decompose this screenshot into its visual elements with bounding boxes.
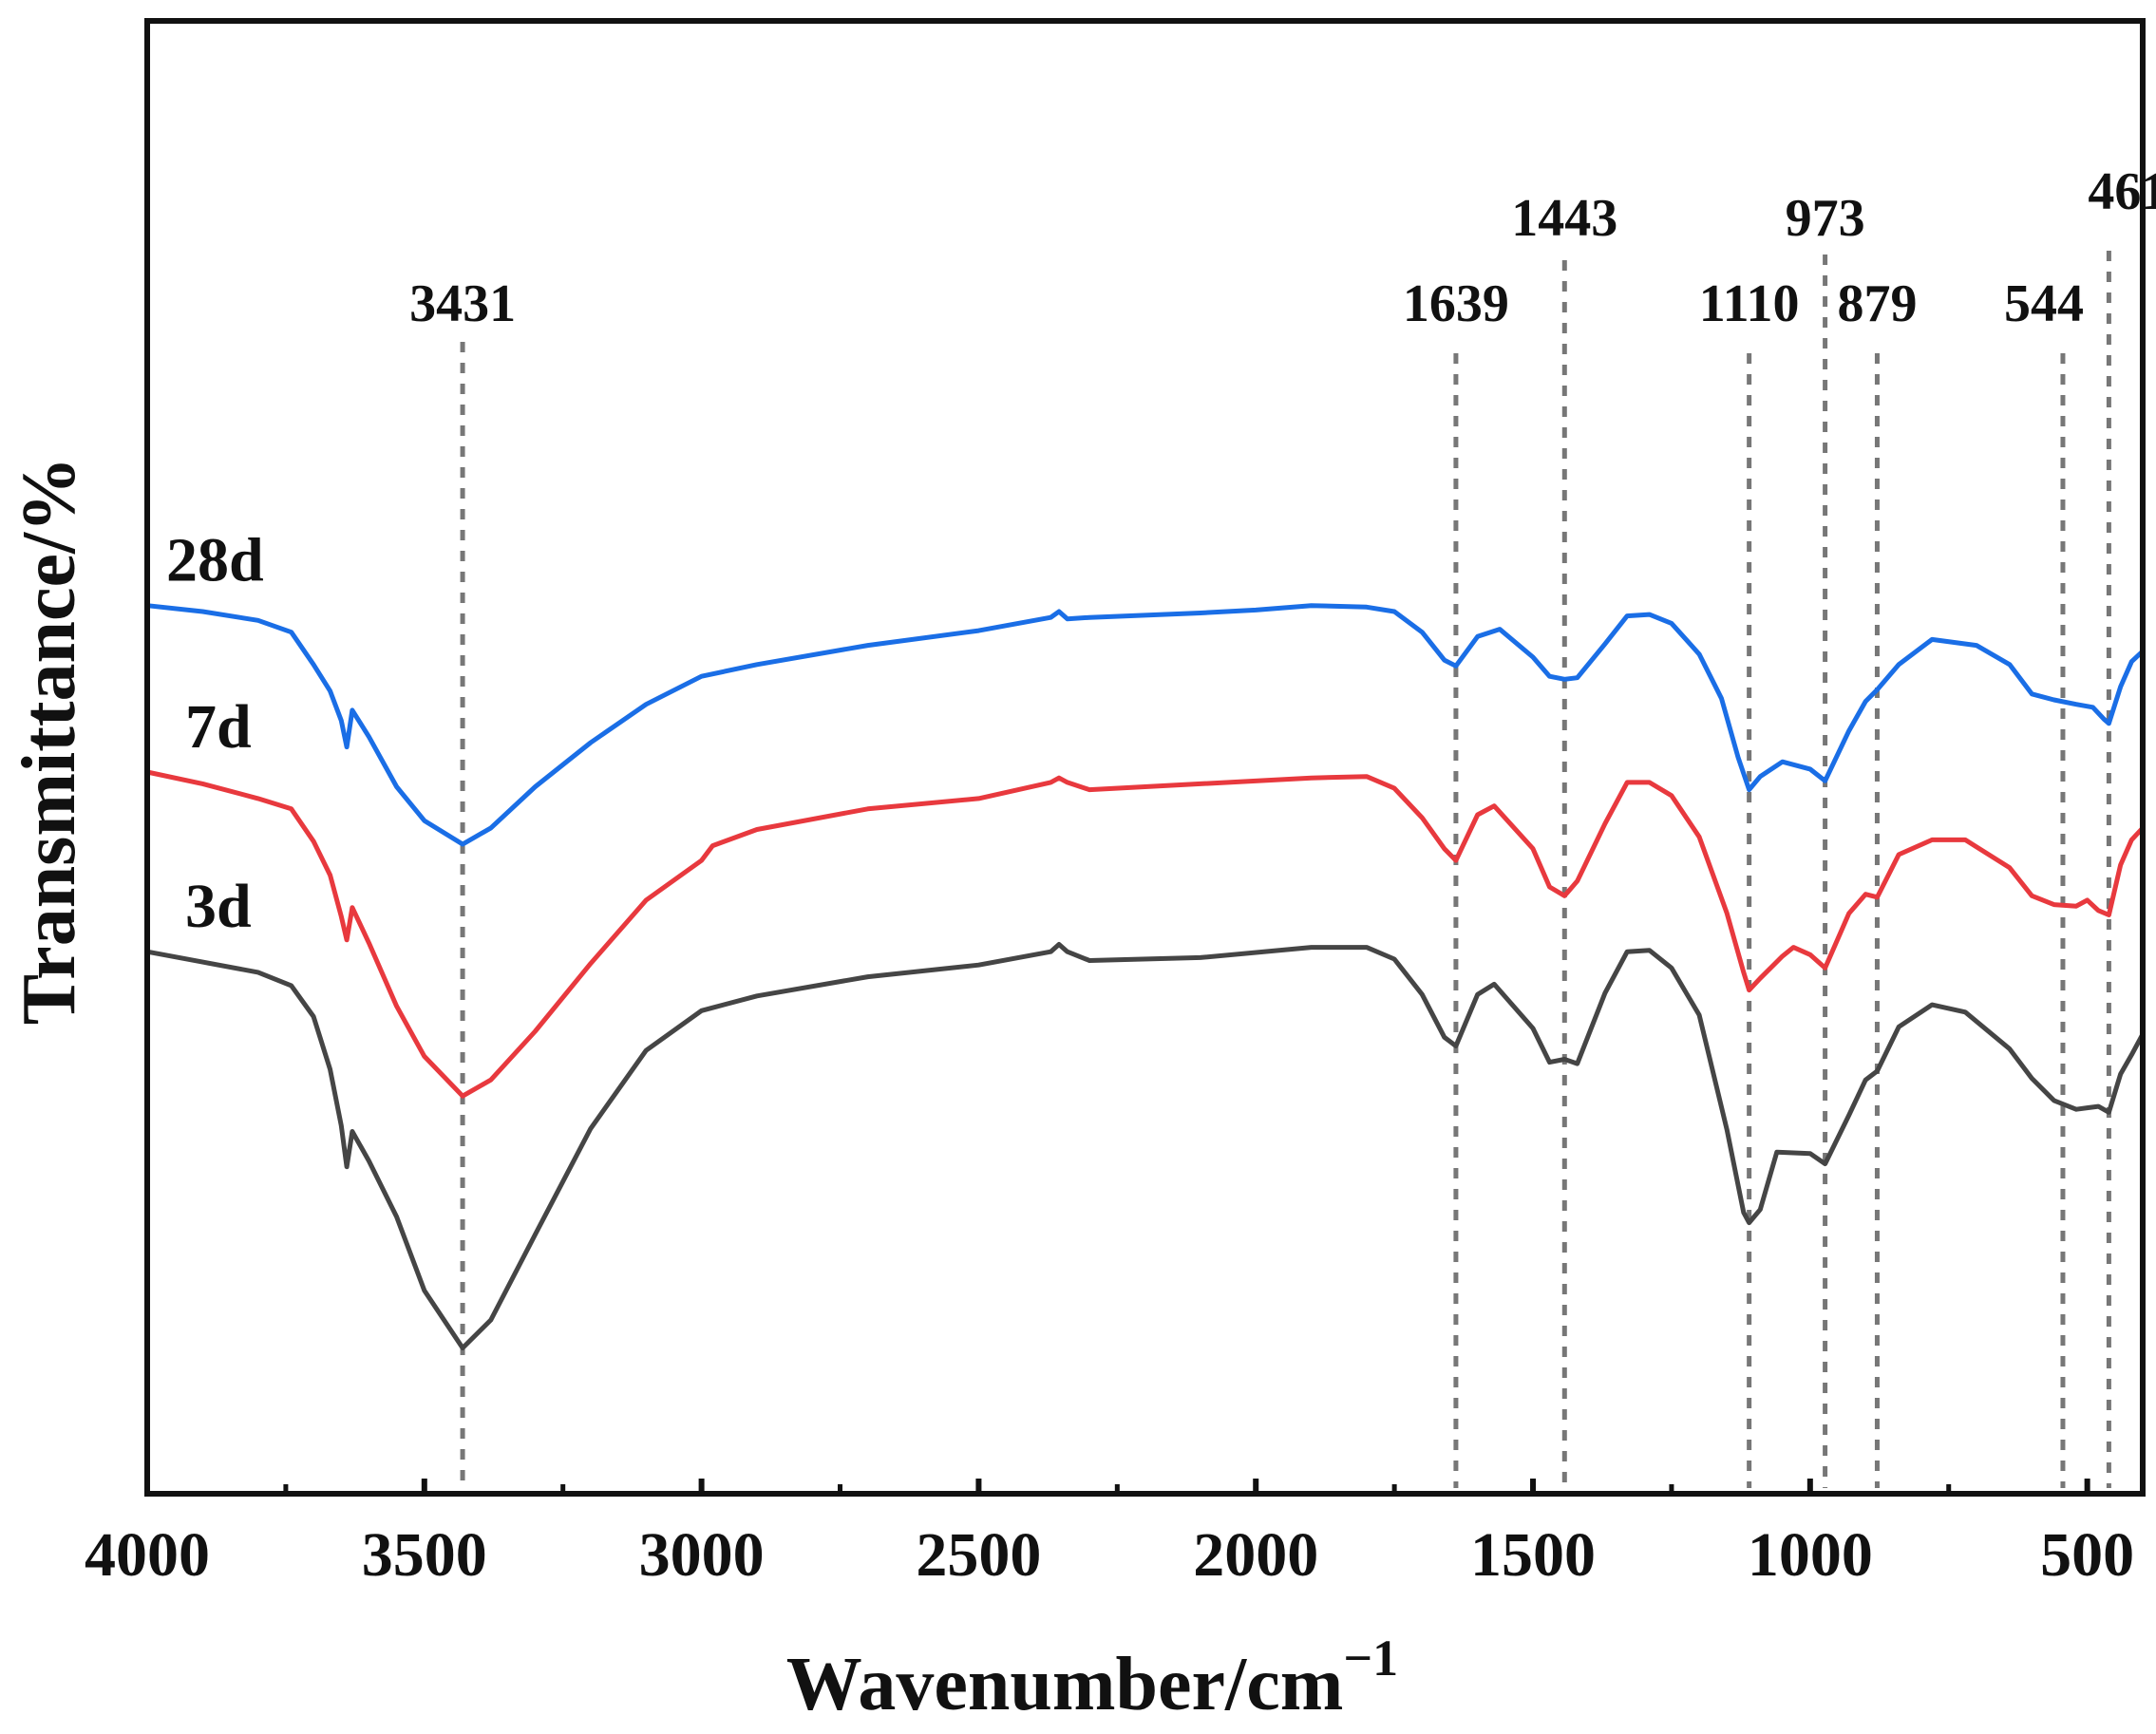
x-tick-label: 1000: [1748, 1520, 1873, 1590]
x-axis-ticks: 4000 3500 3000 2500 2000 1500 1000 500: [85, 1479, 2134, 1590]
series-line-3d: [144, 942, 2146, 1350]
peak-label-3431: 3431: [409, 274, 516, 333]
series-label-7d: 7d: [185, 692, 252, 762]
series-label-28d: 28d: [166, 526, 264, 595]
x-tick-label: 500: [2040, 1520, 2134, 1590]
x-tick-label: 3500: [362, 1520, 487, 1590]
peak-label-973: 973: [1786, 189, 1865, 248]
peak-label-1110: 1110: [1699, 274, 1800, 333]
x-tick-label: 4000: [85, 1520, 210, 1590]
peak-label-544: 544: [2004, 274, 2084, 333]
x-tick-label: 2500: [916, 1520, 1041, 1590]
x-tick-label: 2000: [1193, 1520, 1318, 1590]
peak-label-461: 461: [2088, 162, 2156, 221]
series-label-3d: 3d: [185, 872, 252, 941]
plot-border: [144, 18, 2146, 1497]
peak-label-1639: 1639: [1403, 274, 1509, 333]
peak-guide-lines: [460, 251, 2111, 1488]
peak-label-1443: 1443: [1511, 189, 1617, 248]
series-labels: 28d 7d 3d: [166, 526, 264, 941]
series-line-7d: [144, 769, 2146, 1099]
x-tick-label: 3000: [639, 1520, 765, 1590]
y-axis-title: Transmittance/%: [8, 457, 91, 1025]
plot-frame: [144, 18, 2146, 1497]
x-axis-title: Wavenumber/cm−1: [786, 1630, 1398, 1726]
series-line-28d: [144, 603, 2146, 847]
x-tick-label: 1500: [1470, 1520, 1596, 1590]
peak-label-879: 879: [1837, 274, 1917, 333]
series-layer: [144, 603, 2146, 1350]
